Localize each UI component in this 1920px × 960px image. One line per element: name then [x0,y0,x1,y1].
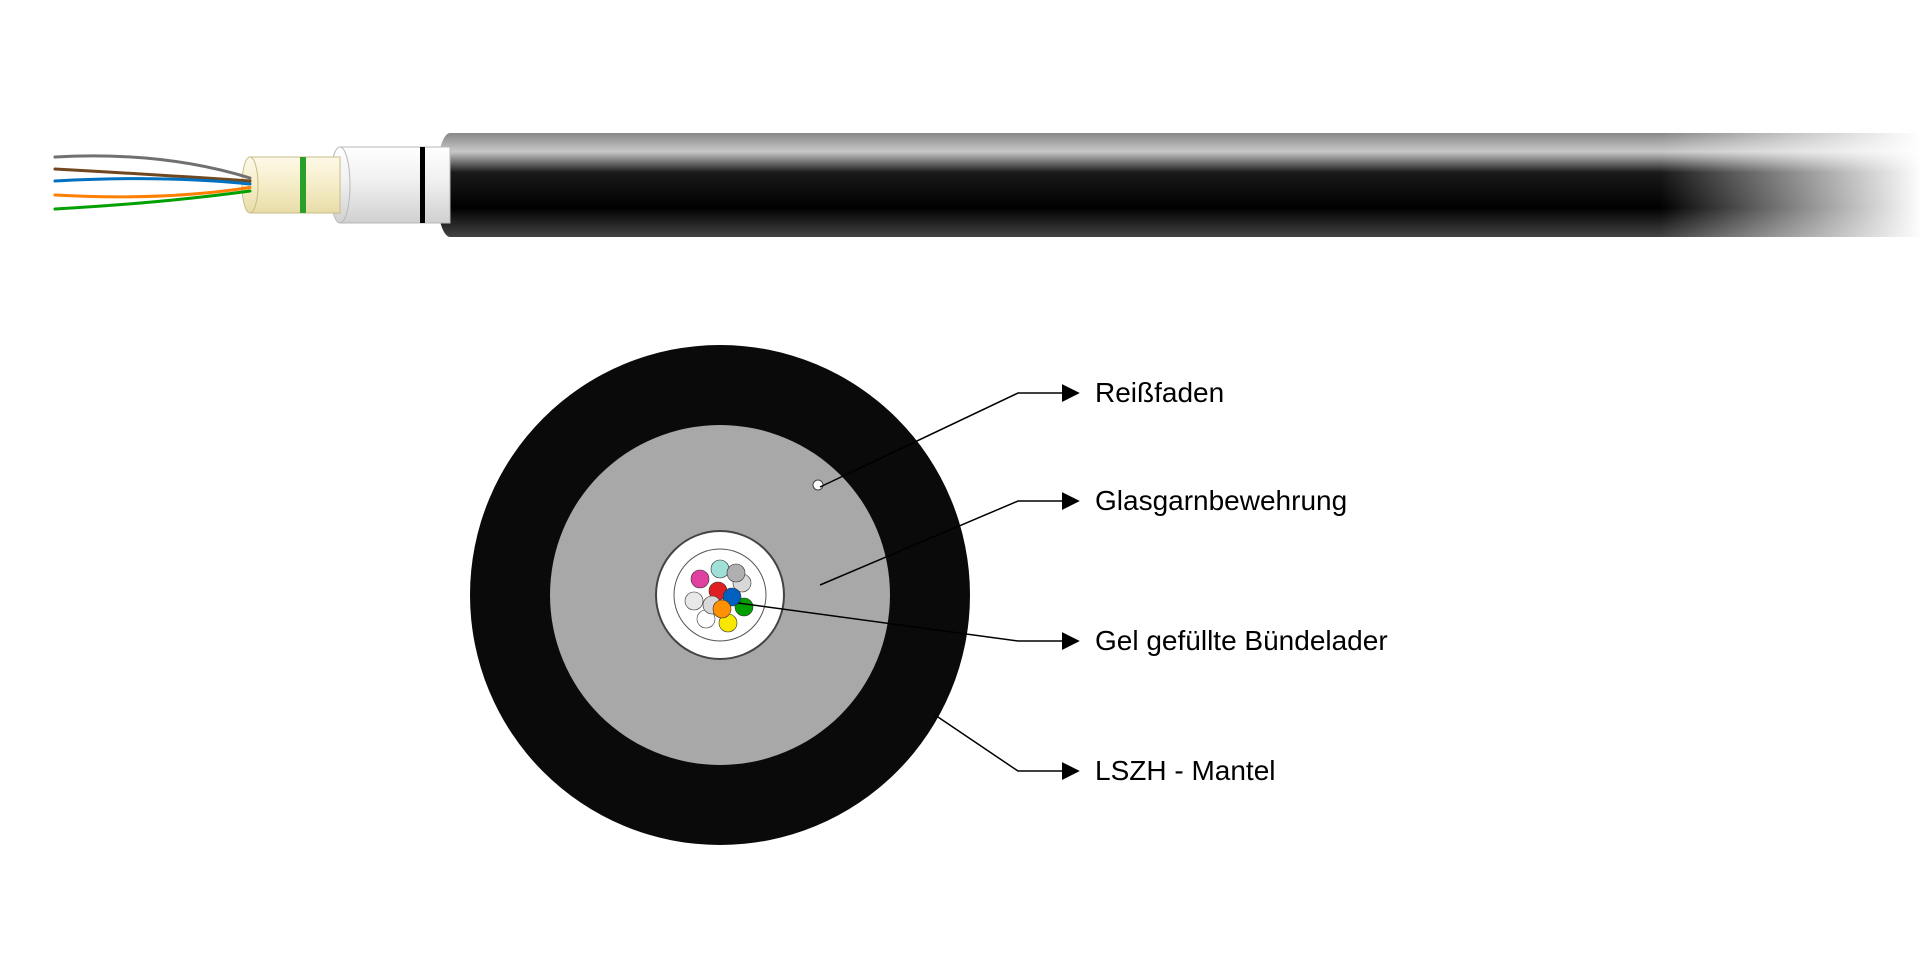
cable-side-view [55,131,1920,239]
ring-green [300,157,306,213]
xsection-fiber-dot [685,592,703,610]
cable-cross-section [470,345,970,845]
xsection-fiber-dot [713,600,731,618]
label-buendelader: Gel gefüllte Bündelader [1095,625,1388,656]
ring-black [420,147,425,223]
fiber-strand [55,191,250,209]
label-mantel: LSZH - Mantel [1095,755,1276,786]
label-reissfaden: Reißfaden [1095,377,1224,408]
leader-mantel [935,715,1078,771]
xsection-rip-cord [813,480,823,490]
jacket-fade [1660,131,1920,239]
white-wrap-side [340,147,450,223]
xsection-fiber-dot [691,570,709,588]
inner-tube-side [250,157,340,213]
label-glasgarn: Glasgarnbewehrung [1095,485,1347,516]
xsection-fiber-dot [711,560,729,578]
xsection-fiber-dot [727,564,745,582]
